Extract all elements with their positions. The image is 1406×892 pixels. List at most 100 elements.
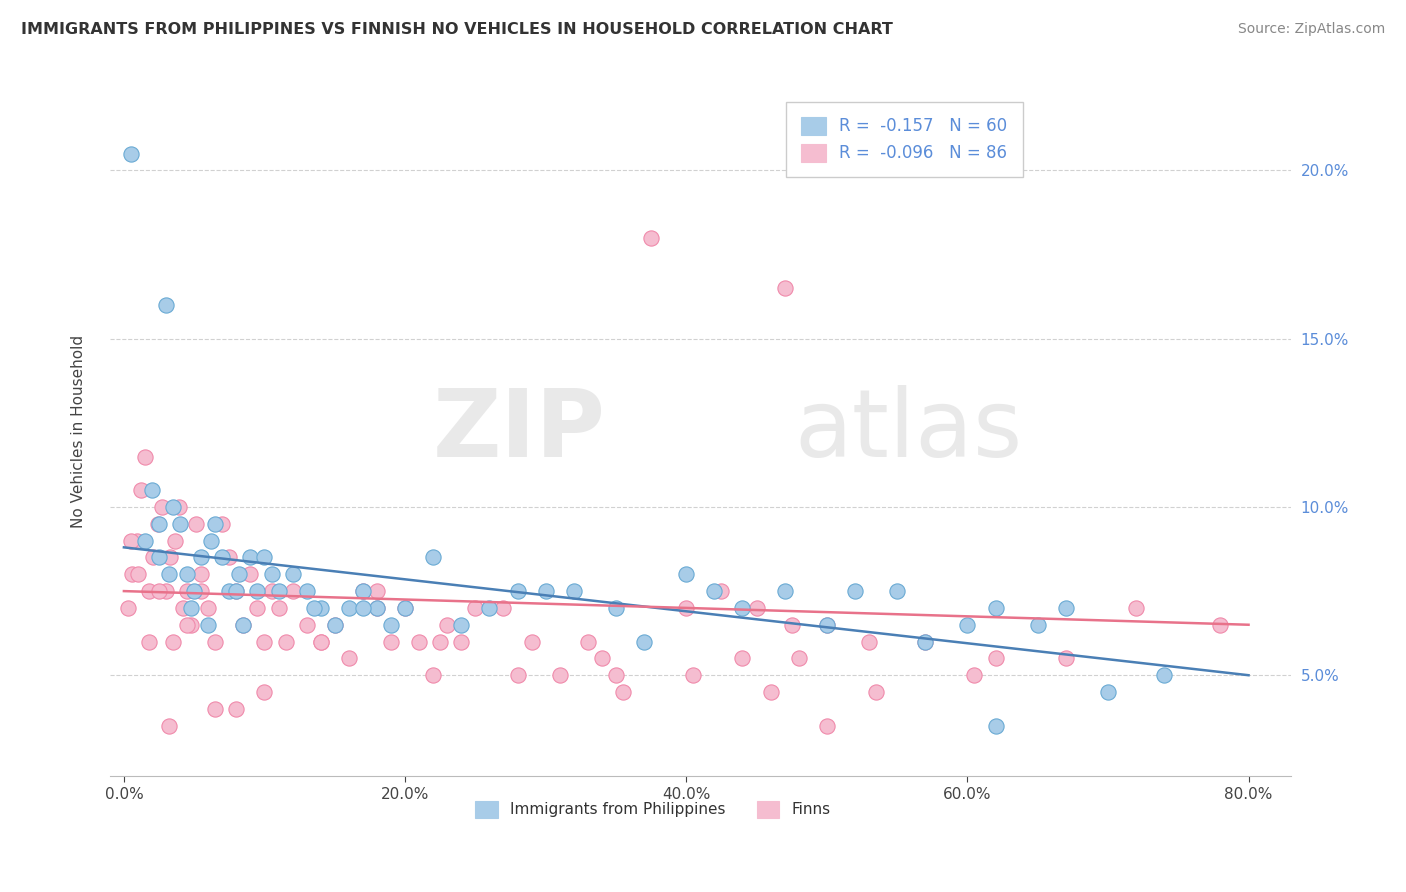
Point bbox=[157, 719, 180, 733]
Point bbox=[200, 533, 222, 548]
Point bbox=[963, 668, 986, 682]
Point bbox=[323, 617, 346, 632]
Point bbox=[169, 516, 191, 531]
Point bbox=[309, 634, 332, 648]
Point bbox=[253, 634, 276, 648]
Point bbox=[858, 634, 880, 648]
Point bbox=[218, 584, 240, 599]
Point bbox=[591, 651, 613, 665]
Point bbox=[309, 601, 332, 615]
Point bbox=[1054, 601, 1077, 615]
Text: atlas: atlas bbox=[794, 385, 1024, 477]
Point bbox=[142, 550, 165, 565]
Point bbox=[190, 567, 212, 582]
Point bbox=[162, 500, 184, 514]
Point bbox=[380, 617, 402, 632]
Point bbox=[295, 584, 318, 599]
Point bbox=[366, 601, 388, 615]
Point bbox=[1026, 617, 1049, 632]
Point bbox=[141, 483, 163, 497]
Point bbox=[134, 450, 156, 464]
Point bbox=[984, 719, 1007, 733]
Point bbox=[204, 634, 226, 648]
Point bbox=[211, 550, 233, 565]
Point bbox=[759, 685, 782, 699]
Point bbox=[232, 617, 254, 632]
Point bbox=[267, 601, 290, 615]
Point bbox=[534, 584, 557, 599]
Point bbox=[260, 584, 283, 599]
Point bbox=[218, 550, 240, 565]
Point bbox=[506, 584, 529, 599]
Point bbox=[146, 516, 169, 531]
Point bbox=[984, 651, 1007, 665]
Point bbox=[162, 634, 184, 648]
Point bbox=[309, 634, 332, 648]
Point bbox=[815, 617, 838, 632]
Point bbox=[1209, 617, 1232, 632]
Point bbox=[787, 651, 810, 665]
Point bbox=[129, 483, 152, 497]
Point bbox=[197, 617, 219, 632]
Point bbox=[675, 567, 697, 582]
Point bbox=[366, 601, 388, 615]
Point bbox=[422, 668, 444, 682]
Point bbox=[138, 584, 160, 599]
Legend: Immigrants from Philippines, Finns: Immigrants from Philippines, Finns bbox=[470, 795, 837, 823]
Point bbox=[197, 601, 219, 615]
Point bbox=[731, 651, 754, 665]
Point bbox=[773, 584, 796, 599]
Point bbox=[232, 617, 254, 632]
Text: ZIP: ZIP bbox=[433, 385, 606, 477]
Point bbox=[640, 231, 662, 245]
Point bbox=[157, 567, 180, 582]
Point bbox=[150, 500, 173, 514]
Point bbox=[159, 550, 181, 565]
Point bbox=[148, 584, 170, 599]
Point bbox=[155, 584, 177, 599]
Point bbox=[184, 516, 207, 531]
Point bbox=[180, 617, 202, 632]
Point bbox=[914, 634, 936, 648]
Point bbox=[562, 584, 585, 599]
Point bbox=[176, 567, 198, 582]
Point bbox=[844, 584, 866, 599]
Point bbox=[190, 550, 212, 565]
Point bbox=[190, 584, 212, 599]
Point bbox=[1054, 651, 1077, 665]
Point bbox=[267, 584, 290, 599]
Point bbox=[352, 584, 374, 599]
Point bbox=[492, 601, 515, 615]
Point bbox=[576, 634, 599, 648]
Y-axis label: No Vehicles in Household: No Vehicles in Household bbox=[72, 334, 86, 528]
Point bbox=[337, 601, 360, 615]
Point bbox=[450, 617, 472, 632]
Point bbox=[956, 617, 979, 632]
Point bbox=[394, 601, 416, 615]
Point bbox=[183, 584, 205, 599]
Point bbox=[605, 601, 627, 615]
Point bbox=[548, 668, 571, 682]
Point bbox=[163, 533, 186, 548]
Point bbox=[239, 550, 262, 565]
Point bbox=[478, 601, 501, 615]
Point bbox=[204, 516, 226, 531]
Point bbox=[302, 601, 325, 615]
Point bbox=[464, 601, 486, 615]
Point bbox=[1097, 685, 1119, 699]
Point bbox=[155, 298, 177, 312]
Point bbox=[167, 500, 190, 514]
Point bbox=[121, 567, 143, 582]
Point bbox=[612, 685, 634, 699]
Point bbox=[450, 634, 472, 648]
Point bbox=[225, 702, 247, 716]
Point bbox=[408, 634, 430, 648]
Point bbox=[984, 601, 1007, 615]
Point bbox=[148, 516, 170, 531]
Point bbox=[225, 584, 247, 599]
Point bbox=[865, 685, 887, 699]
Point bbox=[366, 584, 388, 599]
Point bbox=[914, 634, 936, 648]
Point bbox=[211, 516, 233, 531]
Point bbox=[773, 281, 796, 295]
